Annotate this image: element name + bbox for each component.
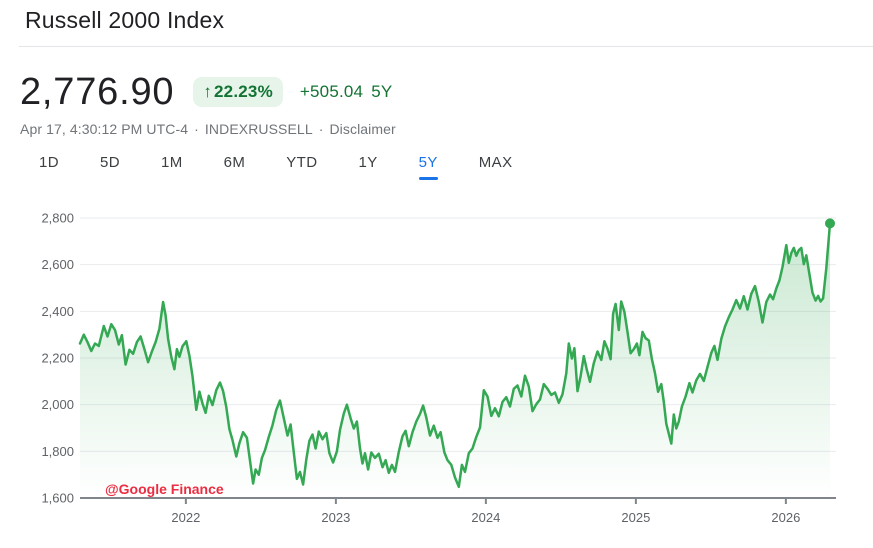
tab-label: 5Y <box>418 154 438 171</box>
tab-ytd[interactable]: YTD <box>281 154 322 180</box>
tab-1m[interactable]: 1M <box>156 154 188 180</box>
y-tick-label: 1,600 <box>41 491 74 506</box>
price-chart[interactable]: 1,600 1,800 2,000 2,200 2,400 2,600 2,800 2022 2… <box>0 200 873 548</box>
x-tick-label: 2025 <box>621 510 650 525</box>
y-tick-label: 2,400 <box>41 304 74 319</box>
change-percent-badge: ↑ 22.23% <box>193 77 283 107</box>
active-tab-underline <box>418 177 438 180</box>
price-line <box>78 222 832 489</box>
tab-underline <box>224 177 246 180</box>
y-tick-label: 2,600 <box>41 257 74 272</box>
tab-underline <box>39 177 59 180</box>
tab-underline <box>358 177 377 180</box>
tab-underline <box>161 177 183 180</box>
meta-separator: · <box>194 121 199 137</box>
range-tabs: 1D 5D 1M 6M YTD 1Y 5Y MAX <box>34 154 517 180</box>
tab-label: 5D <box>99 154 120 171</box>
change-absolute-value: +505.04 <box>299 82 364 101</box>
up-arrow-icon: ↑ <box>203 82 213 101</box>
change-period-label: 5Y <box>371 82 393 101</box>
x-tick-label: 2022 <box>171 510 200 525</box>
price-chart-svg[interactable]: 1,600 1,800 2,000 2,200 2,400 2,600 2,800 2022 2… <box>0 200 873 548</box>
area-fill <box>80 223 830 498</box>
change-absolute: +505.04 5Y <box>300 82 393 102</box>
tab-underline <box>286 177 317 180</box>
quote-meta-line: Apr 17, 4:30:12 PM UTC-4 · INDEXRUSSELL … <box>20 121 396 137</box>
quote-summary: 2,776.90 ↑ 22.23% +505.04 5Y <box>20 70 392 114</box>
tab-6m[interactable]: 6M <box>219 154 251 180</box>
exchange-name: INDEXRUSSELL <box>204 121 313 137</box>
meta-separator: · <box>318 121 324 137</box>
x-tick-label: 2023 <box>321 510 350 525</box>
current-price: 2,776.90 <box>20 71 175 113</box>
y-tick-label: 1,800 <box>41 444 74 459</box>
page-title: Russell 2000 Index <box>25 7 225 33</box>
change-percent-value: 22.23% <box>214 82 273 101</box>
header-divider <box>19 46 873 47</box>
last-price-dot <box>825 218 835 229</box>
x-tick-label: 2026 <box>771 510 800 525</box>
tab-max[interactable]: MAX <box>474 154 518 180</box>
watermark-text: @Google Finance <box>105 481 224 497</box>
disclaimer-link[interactable]: Disclaimer <box>329 121 396 137</box>
y-tick-label: 2,000 <box>41 397 74 412</box>
tab-label: 6M <box>223 154 246 171</box>
x-tick-label: 2024 <box>471 510 500 525</box>
tab-underline <box>479 177 513 180</box>
tab-5y[interactable]: 5Y <box>414 154 443 180</box>
tab-label: 1D <box>39 154 59 171</box>
tab-1d[interactable]: 1D <box>34 154 64 180</box>
y-tick-label: 2,200 <box>41 351 74 366</box>
tab-5d[interactable]: 5D <box>95 154 125 180</box>
tab-label: 1M <box>160 154 183 171</box>
tab-underline <box>100 177 120 180</box>
tab-label: 1Y <box>358 154 378 171</box>
tab-label: MAX <box>478 154 513 171</box>
tab-label: YTD <box>286 154 318 171</box>
tab-1y[interactable]: 1Y <box>353 154 382 180</box>
timestamp: Apr 17, 4:30:12 PM UTC-4 <box>20 121 189 137</box>
y-tick-label: 2,800 <box>41 211 74 226</box>
